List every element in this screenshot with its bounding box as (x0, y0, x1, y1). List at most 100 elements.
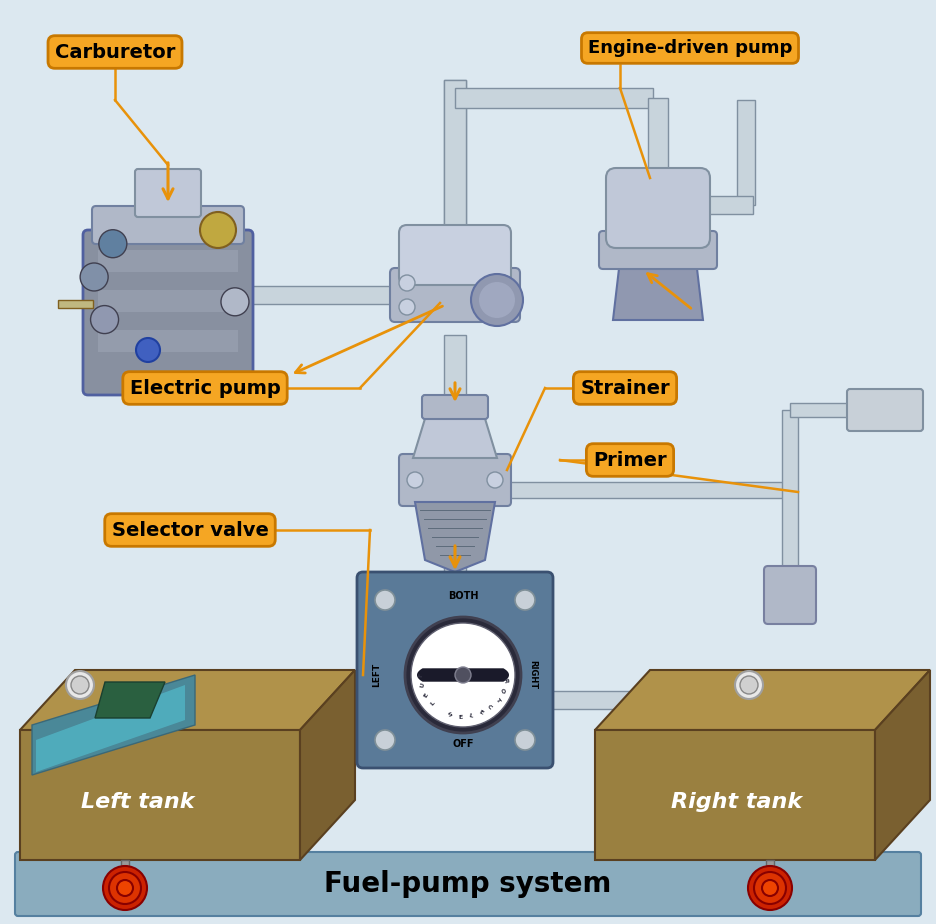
Polygon shape (300, 670, 355, 860)
Text: Electric pump: Electric pump (129, 379, 281, 397)
Bar (100, 691, 403, 709)
Circle shape (407, 472, 423, 488)
Circle shape (91, 306, 119, 334)
Bar (98, 330, 238, 352)
Circle shape (405, 617, 521, 733)
Circle shape (748, 866, 792, 910)
Circle shape (515, 730, 535, 750)
Circle shape (471, 274, 523, 326)
Circle shape (495, 299, 511, 315)
Bar (58, 300, 93, 308)
Polygon shape (613, 245, 703, 320)
Text: Left tank: Left tank (80, 792, 195, 811)
FancyBboxPatch shape (399, 225, 511, 285)
FancyBboxPatch shape (847, 389, 923, 431)
Circle shape (66, 671, 94, 699)
FancyBboxPatch shape (15, 852, 921, 916)
Polygon shape (20, 670, 355, 730)
Polygon shape (595, 730, 875, 860)
Bar (220, 286, 395, 304)
Text: Engine-driven pump: Engine-driven pump (588, 39, 792, 57)
Circle shape (487, 472, 503, 488)
FancyBboxPatch shape (599, 231, 717, 269)
Bar (466, 482, 790, 498)
Circle shape (200, 212, 236, 248)
Bar (98, 250, 238, 272)
Circle shape (221, 287, 249, 316)
Circle shape (399, 299, 415, 315)
Bar (98, 290, 238, 312)
Polygon shape (595, 670, 930, 730)
FancyBboxPatch shape (357, 572, 553, 768)
FancyBboxPatch shape (764, 566, 816, 624)
Bar (444, 80, 466, 255)
Circle shape (754, 872, 786, 904)
Text: LEFT: LEFT (373, 663, 382, 687)
FancyBboxPatch shape (135, 169, 201, 217)
Bar (220, 312, 248, 328)
Text: E: E (458, 714, 462, 720)
Polygon shape (417, 668, 509, 682)
FancyBboxPatch shape (606, 168, 710, 248)
Circle shape (411, 623, 515, 727)
Text: R: R (502, 677, 507, 683)
FancyBboxPatch shape (390, 268, 520, 322)
Text: L: L (468, 713, 474, 719)
Bar (455, 88, 653, 108)
Text: RIGHT: RIGHT (529, 661, 537, 689)
Bar (648, 98, 668, 190)
Polygon shape (95, 682, 165, 718)
Circle shape (455, 667, 471, 683)
Text: Primer: Primer (593, 451, 666, 469)
Text: O: O (499, 687, 505, 694)
FancyBboxPatch shape (422, 395, 488, 419)
FancyBboxPatch shape (399, 454, 511, 506)
Text: U: U (419, 682, 425, 688)
Bar (700, 196, 753, 214)
Bar (766, 860, 774, 890)
Polygon shape (875, 670, 930, 860)
Text: Selector valve: Selector valve (111, 520, 269, 540)
Circle shape (71, 676, 89, 694)
Text: S: S (447, 711, 453, 718)
Circle shape (136, 338, 160, 362)
Bar (121, 860, 129, 890)
Bar (444, 80, 466, 255)
Text: E: E (478, 710, 484, 716)
Circle shape (740, 676, 758, 694)
Circle shape (375, 730, 395, 750)
Text: Right tank: Right tank (671, 792, 802, 811)
Circle shape (109, 872, 141, 904)
Text: Carburetor: Carburetor (55, 43, 175, 62)
Circle shape (515, 590, 535, 610)
Bar (507, 691, 740, 709)
Circle shape (99, 230, 127, 258)
FancyBboxPatch shape (83, 230, 253, 395)
Circle shape (495, 275, 511, 291)
Polygon shape (20, 730, 300, 860)
Bar (444, 700, 466, 720)
Bar (782, 410, 798, 580)
Text: L: L (430, 700, 435, 707)
FancyBboxPatch shape (92, 206, 244, 244)
Bar (737, 100, 755, 205)
Circle shape (399, 275, 415, 291)
Circle shape (117, 880, 133, 896)
Circle shape (479, 282, 515, 318)
Polygon shape (32, 675, 195, 775)
Text: Fuel-pump system: Fuel-pump system (324, 870, 612, 898)
Circle shape (762, 880, 778, 896)
Text: BOTH: BOTH (447, 591, 478, 601)
Polygon shape (36, 685, 185, 772)
Text: OFF: OFF (452, 739, 474, 749)
Circle shape (80, 263, 109, 291)
Bar (790, 403, 855, 417)
Text: E: E (423, 692, 430, 699)
Polygon shape (413, 412, 497, 458)
Bar (444, 535, 466, 620)
Circle shape (375, 590, 395, 610)
Text: F: F (418, 673, 423, 677)
Circle shape (103, 866, 147, 910)
Text: C: C (487, 704, 493, 711)
Text: Strainer: Strainer (580, 379, 670, 397)
